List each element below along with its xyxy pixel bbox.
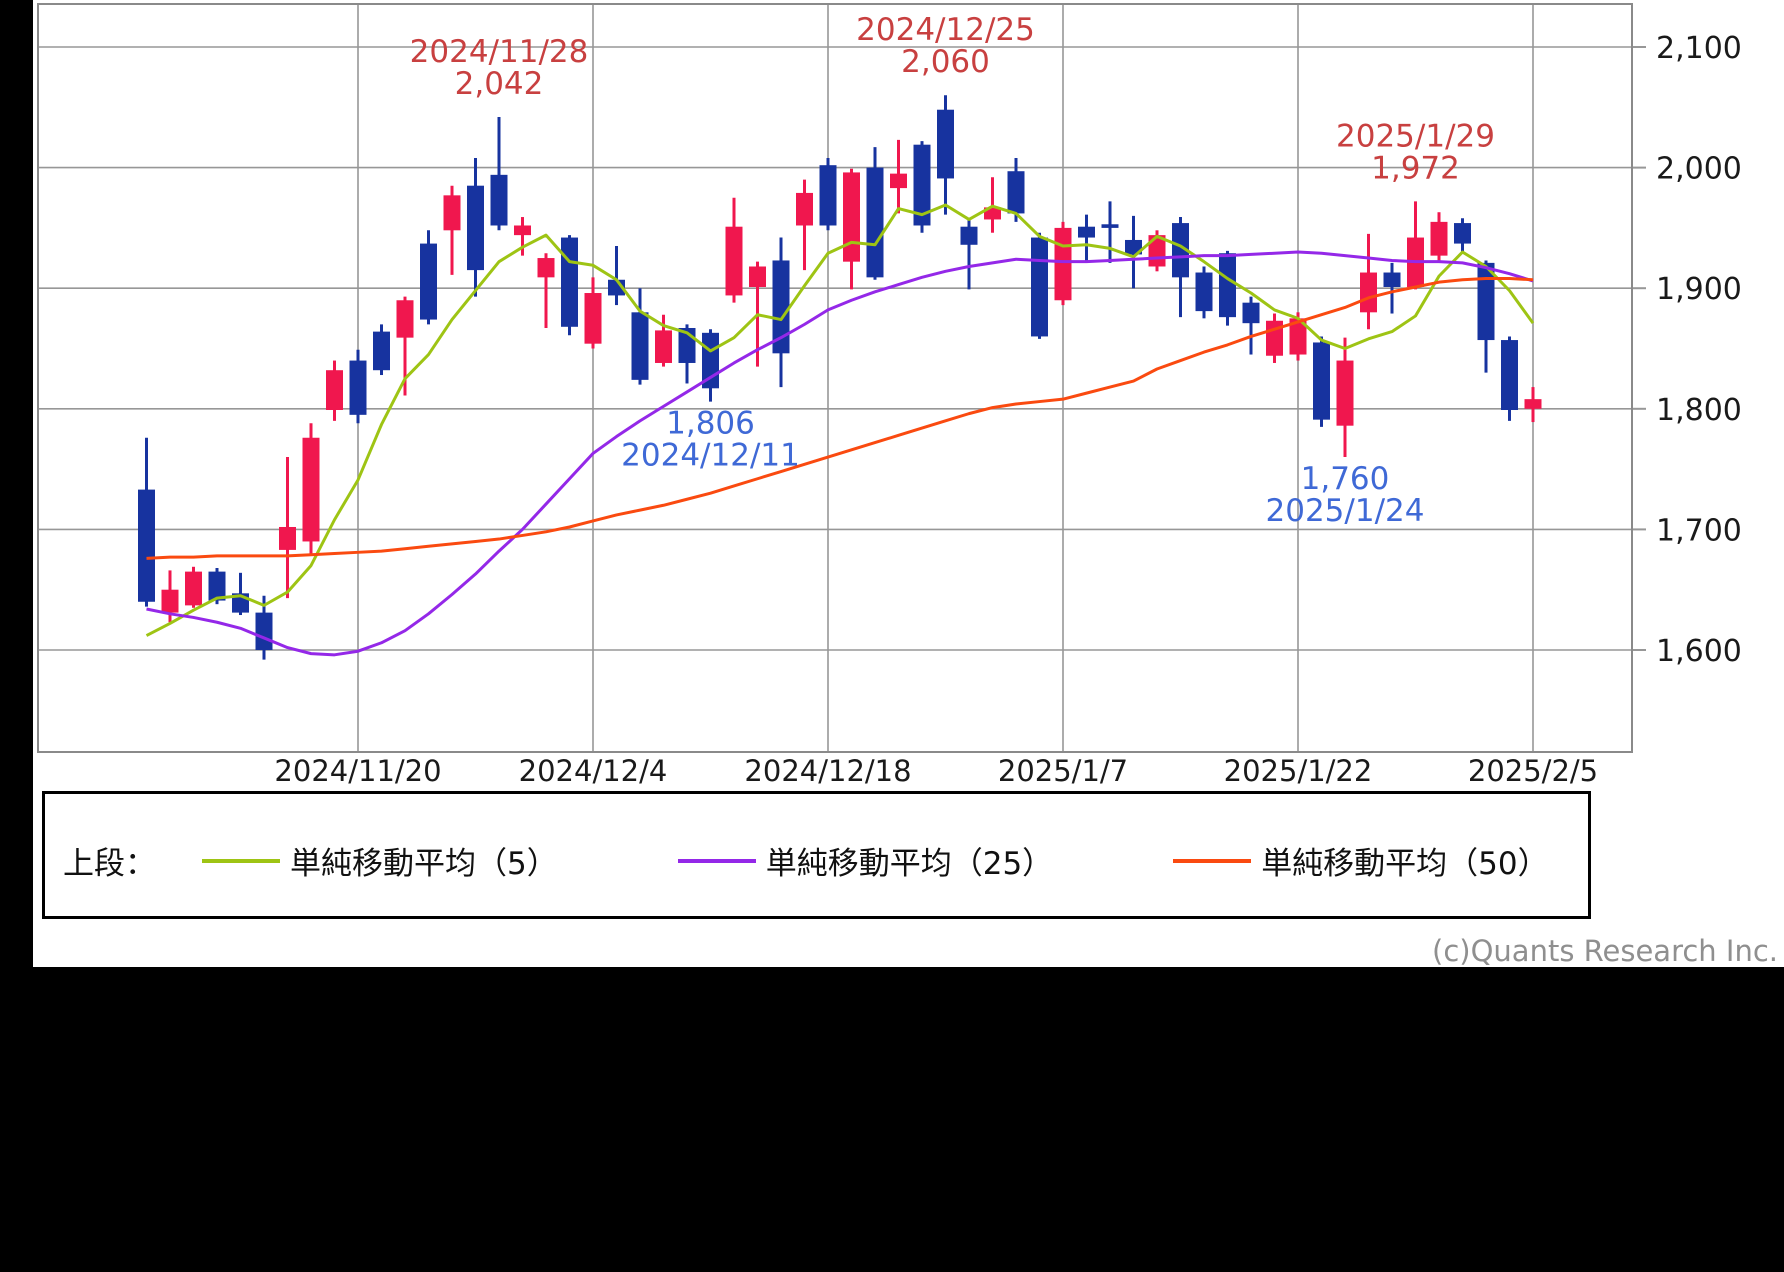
legend-label-sma50: 単純移動平均（50）	[1261, 846, 1549, 882]
legend-label-sma5: 単純移動平均（5）	[290, 846, 558, 882]
annotation-51-line0: 1,760	[1301, 461, 1390, 497]
sma50-line-swatch	[1173, 858, 1252, 863]
svg-text:2025/1/7: 2025/1/7	[998, 754, 1128, 788]
legend-label-sma25: 単純移動平均（25）	[765, 846, 1054, 882]
svg-text:2024/11/20: 2024/11/20	[274, 754, 441, 788]
svg-text:1,900: 1,900	[1656, 272, 1742, 307]
legend-row: 上段： 単純移動平均（5） 単純移動平均（25） 単純移動平均（50）	[63, 838, 1669, 883]
annotation-15-line0: 2024/11/28	[410, 34, 589, 70]
sma5-line-swatch	[202, 858, 280, 863]
svg-text:2024/12/18: 2024/12/18	[744, 754, 911, 788]
annotation-24-line0: 1,806	[666, 406, 755, 442]
svg-text:1,700: 1,700	[1656, 513, 1742, 548]
annotation-15-line1: 2,042	[455, 66, 544, 102]
annotation-34-line0: 2024/12/25	[856, 12, 1035, 48]
legend-prefix: 上段：	[63, 846, 156, 882]
annotation-34-line1: 2,060	[901, 44, 990, 80]
svg-text:2,100: 2,100	[1656, 31, 1742, 66]
sma25-line-swatch	[677, 858, 756, 863]
svg-text:2025/2/5: 2025/2/5	[1468, 754, 1598, 788]
annotation-51-line1: 2025/1/24	[1266, 493, 1425, 529]
svg-text:2025/1/22: 2025/1/22	[1224, 754, 1373, 788]
annotation-24-line1: 2024/12/11	[621, 438, 800, 474]
copyright-text: (c)Quants Research Inc.	[1432, 934, 1778, 968]
svg-text:2,000: 2,000	[1656, 152, 1742, 187]
chart-canvas: 2,100 2,000 1,900 1,800 1,700 1,600 2024/11/20…	[33, 0, 1784, 968]
annotation-54-line0: 2025/1/29	[1336, 118, 1495, 154]
svg-text:1,600: 1,600	[1656, 634, 1742, 669]
svg-text:2024/12/4: 2024/12/4	[519, 754, 668, 788]
annotation-54-line1: 1,972	[1371, 150, 1460, 186]
legend-box: 上段： 単純移動平均（5） 単純移動平均（25） 単純移動平均（50）	[42, 791, 1591, 919]
candlestick-chart: 2,100 2,000 1,900 1,800 1,700 1,600 2024/11/20…	[37, 3, 1742, 788]
svg-text:1,800: 1,800	[1656, 393, 1742, 428]
